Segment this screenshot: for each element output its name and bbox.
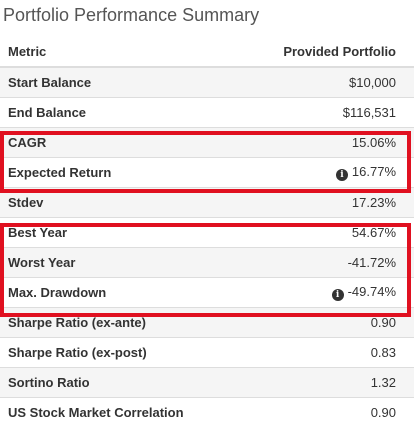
metric-value: -49.74%: [347, 283, 396, 299]
metric-label: Stdev: [0, 186, 250, 217]
metric-label: Start Balance: [0, 66, 250, 97]
table-row: Sharpe Ratio (ex-post) 0.83: [0, 336, 414, 367]
column-header-metric[interactable]: Metric: [0, 36, 250, 68]
table-row: Best Year 54.67%: [0, 216, 414, 247]
metric-label: Sharpe Ratio (ex-post): [0, 336, 250, 367]
table-row: Sharpe Ratio (ex-ante) 0.90: [0, 306, 414, 337]
performance-summary-table: Metric Provided Portfolio Start Balance …: [0, 36, 414, 427]
metric-label: Max. Drawdown: [0, 276, 250, 307]
table-row: Max. Drawdown i -49.74%: [0, 276, 414, 307]
table-row: Start Balance $10,000: [0, 66, 414, 97]
metric-label: Sharpe Ratio (ex-ante): [0, 306, 250, 337]
table-row: Sortino Ratio 1.32: [0, 366, 414, 397]
info-circle-icon[interactable]: i: [335, 168, 348, 181]
metric-label: Expected Return: [0, 156, 250, 187]
metric-label: Worst Year: [0, 246, 250, 277]
table-row: Worst Year -41.72%: [0, 246, 414, 277]
metric-label: Best Year: [0, 216, 250, 247]
metric-value: 1.32: [250, 366, 414, 397]
metric-value: 15.06%: [250, 126, 414, 157]
metric-label: CAGR: [0, 126, 250, 157]
table-row: CAGR 15.06%: [0, 126, 414, 157]
metric-value: 54.67%: [250, 216, 414, 247]
table-row: US Stock Market Correlation 0.90: [0, 396, 414, 427]
metric-value: 0.83: [250, 336, 414, 367]
table-row: Stdev 17.23%: [0, 186, 414, 217]
metric-value: 16.77%: [351, 163, 396, 179]
metric-value: -41.72%: [250, 246, 414, 277]
metric-label: End Balance: [0, 96, 250, 127]
metric-value: 0.90: [250, 306, 414, 337]
metric-label: US Stock Market Correlation: [0, 396, 250, 427]
metric-value-cell: i 16.77%: [250, 156, 414, 187]
metric-value: 17.23%: [250, 186, 414, 217]
table-header-row: Metric Provided Portfolio: [0, 36, 414, 68]
metric-value: 0.90: [250, 396, 414, 427]
table-row: End Balance $116,531: [0, 96, 414, 127]
info-circle-icon[interactable]: i: [331, 288, 344, 301]
metric-label: Sortino Ratio: [0, 366, 250, 397]
table-row: Expected Return i 16.77%: [0, 156, 414, 187]
metric-value: $116,531: [250, 96, 414, 127]
column-header-portfolio[interactable]: Provided Portfolio: [250, 36, 414, 68]
panel-title: Portfolio Performance Summary: [3, 5, 260, 25]
metric-value-cell: i -49.74%: [250, 276, 414, 307]
metric-value: $10,000: [250, 66, 414, 97]
